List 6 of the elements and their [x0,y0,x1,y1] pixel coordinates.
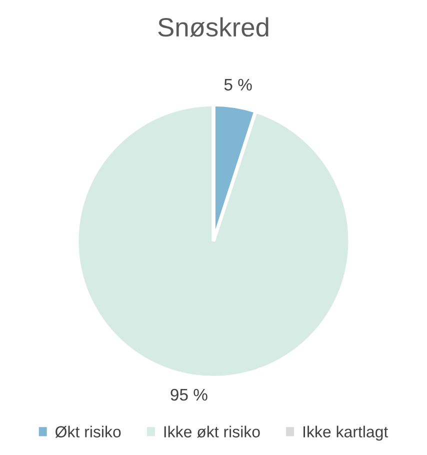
chart-title: Snøskred [158,17,268,37]
legend-label: Ikke økt risiko [164,426,260,438]
data-label: 5 % [224,78,252,91]
legend-label: Økt risiko [55,426,121,438]
data-label: 95 % [170,388,208,401]
legend-label: Ikke kartlagt [304,426,388,441]
